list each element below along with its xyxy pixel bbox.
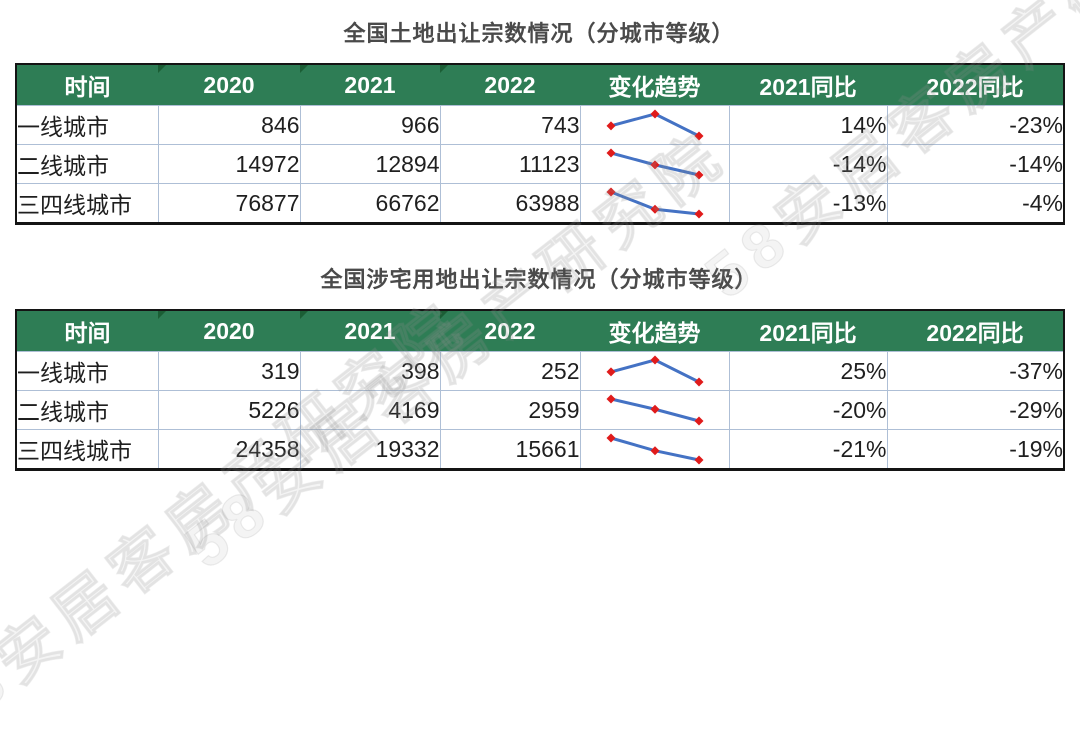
yoy-2022: -29% [886,390,1065,430]
row-label: 一线城市 [15,105,159,145]
col-header-2020-label: 2020 [203,317,255,344]
col-header-2020-label: 2020 [203,71,255,98]
yoy-2021: -20% [728,390,888,430]
col-header-trend: 变化趋势 [580,64,729,106]
col-header-yoy-2022: 2022同比 [887,310,1064,352]
table-title-land-transfer: 全国土地出让宗数情况（分城市等级） [343,21,735,46]
trend-sparkline [579,183,730,224]
trend-sparkline [579,390,730,430]
cell-corner-mark-icon [158,311,166,319]
yoy-2021: 25% [728,351,888,391]
row-label: 三四线城市 [15,429,159,470]
yoy-2021: -14% [728,144,888,184]
table-row-tier2: 二线城市 5226 4169 2959 -20% -29% [15,390,1065,430]
col-header-2022-label: 2022 [484,317,536,344]
table-title-residential-land: 全国涉宅用地出让宗数情况（分城市等级） [320,267,758,292]
table-row-tier34: 三四线城市 76877 66762 63988 -13% -4% [15,183,1065,224]
value-2020: 846 [157,105,301,145]
yoy-2021: 14% [728,105,888,145]
trend-sparkline [579,351,730,391]
col-header-2020: 2020 [158,310,300,352]
col-header-2022-label: 2022 [484,71,536,98]
value-2021: 19332 [299,429,441,470]
table-row-tier1: 一线城市 846 966 743 14% -23% [15,105,1065,145]
value-2020: 24358 [157,429,301,470]
row-label: 三四线城市 [15,183,159,224]
yoy-2022: -23% [886,105,1065,145]
table-row-tier1: 一线城市 319 398 252 25% -37% [15,351,1065,391]
col-header-time: 时间 [16,64,158,106]
yoy-2021: -13% [728,183,888,224]
col-header-time: 时间 [16,310,158,352]
value-2022: 63988 [439,183,581,224]
residential-land-section: 全国涉宅用地出让宗数情况（分城市等级） 时间 2020 2021 2022 变化… [0,225,1080,471]
value-2021: 4169 [299,390,441,430]
sparkline-chart [606,394,703,426]
table-row-tier2: 二线城市 14972 12894 11123 -14% -14% [15,144,1065,184]
cell-corner-mark-icon [440,65,448,73]
sparkline-chart [606,148,703,180]
row-label: 二线城市 [15,390,159,430]
header-row: 时间 2020 2021 2022 变化趋势 2021同比 2022同比 [16,64,1064,106]
col-header-yoy-2022: 2022同比 [887,64,1064,106]
value-2021: 398 [299,351,441,391]
value-2021: 66762 [299,183,441,224]
trend-sparkline [579,144,730,184]
land-transfer-table: 时间 2020 2021 2022 变化趋势 2021同比 2022同比 一线城… [15,63,1065,225]
cell-corner-mark-icon [158,65,166,73]
land-transfer-section: 全国土地出让宗数情况（分城市等级） 时间 2020 2021 2022 变化趋势… [0,0,1080,225]
row-label: 一线城市 [15,351,159,391]
sparkline-chart [606,109,703,141]
value-2022: 11123 [439,144,581,184]
sparkline-chart [606,187,703,219]
value-2022: 252 [439,351,581,391]
col-header-2021-label: 2021 [344,317,396,344]
value-2020: 14972 [157,144,301,184]
value-2022: 15661 [439,429,581,470]
value-2020: 5226 [157,390,301,430]
value-2020: 319 [157,351,301,391]
yoy-2022: -19% [886,429,1065,470]
cell-corner-mark-icon [300,311,308,319]
yoy-2022: -4% [886,183,1065,224]
cell-corner-mark-icon [440,311,448,319]
col-header-yoy-2021: 2021同比 [729,310,887,352]
trend-sparkline [579,429,730,470]
col-header-2022: 2022 [440,310,580,352]
col-header-2021: 2021 [300,64,440,106]
yoy-2021: -21% [728,429,888,470]
row-label: 二线城市 [15,144,159,184]
value-2022: 743 [439,105,581,145]
col-header-yoy-2021: 2021同比 [729,64,887,106]
col-header-trend: 变化趋势 [580,310,729,352]
value-2020: 76877 [157,183,301,224]
col-header-2020: 2020 [158,64,300,106]
yoy-2022: -37% [886,351,1065,391]
residential-land-table: 时间 2020 2021 2022 变化趋势 2021同比 2022同比 一线城… [15,309,1065,471]
cell-corner-mark-icon [300,65,308,73]
trend-sparkline [579,105,730,145]
col-header-2021-label: 2021 [344,71,396,98]
col-header-2022: 2022 [440,64,580,106]
value-2021: 12894 [299,144,441,184]
table-row-tier34: 三四线城市 24358 19332 15661 -21% -19% [15,429,1065,470]
yoy-2022: -14% [886,144,1065,184]
value-2022: 2959 [439,390,581,430]
sparkline-chart [606,433,703,465]
sparkline-chart [606,355,703,387]
header-row: 时间 2020 2021 2022 变化趋势 2021同比 2022同比 [16,310,1064,352]
value-2021: 966 [299,105,441,145]
col-header-2021: 2021 [300,310,440,352]
